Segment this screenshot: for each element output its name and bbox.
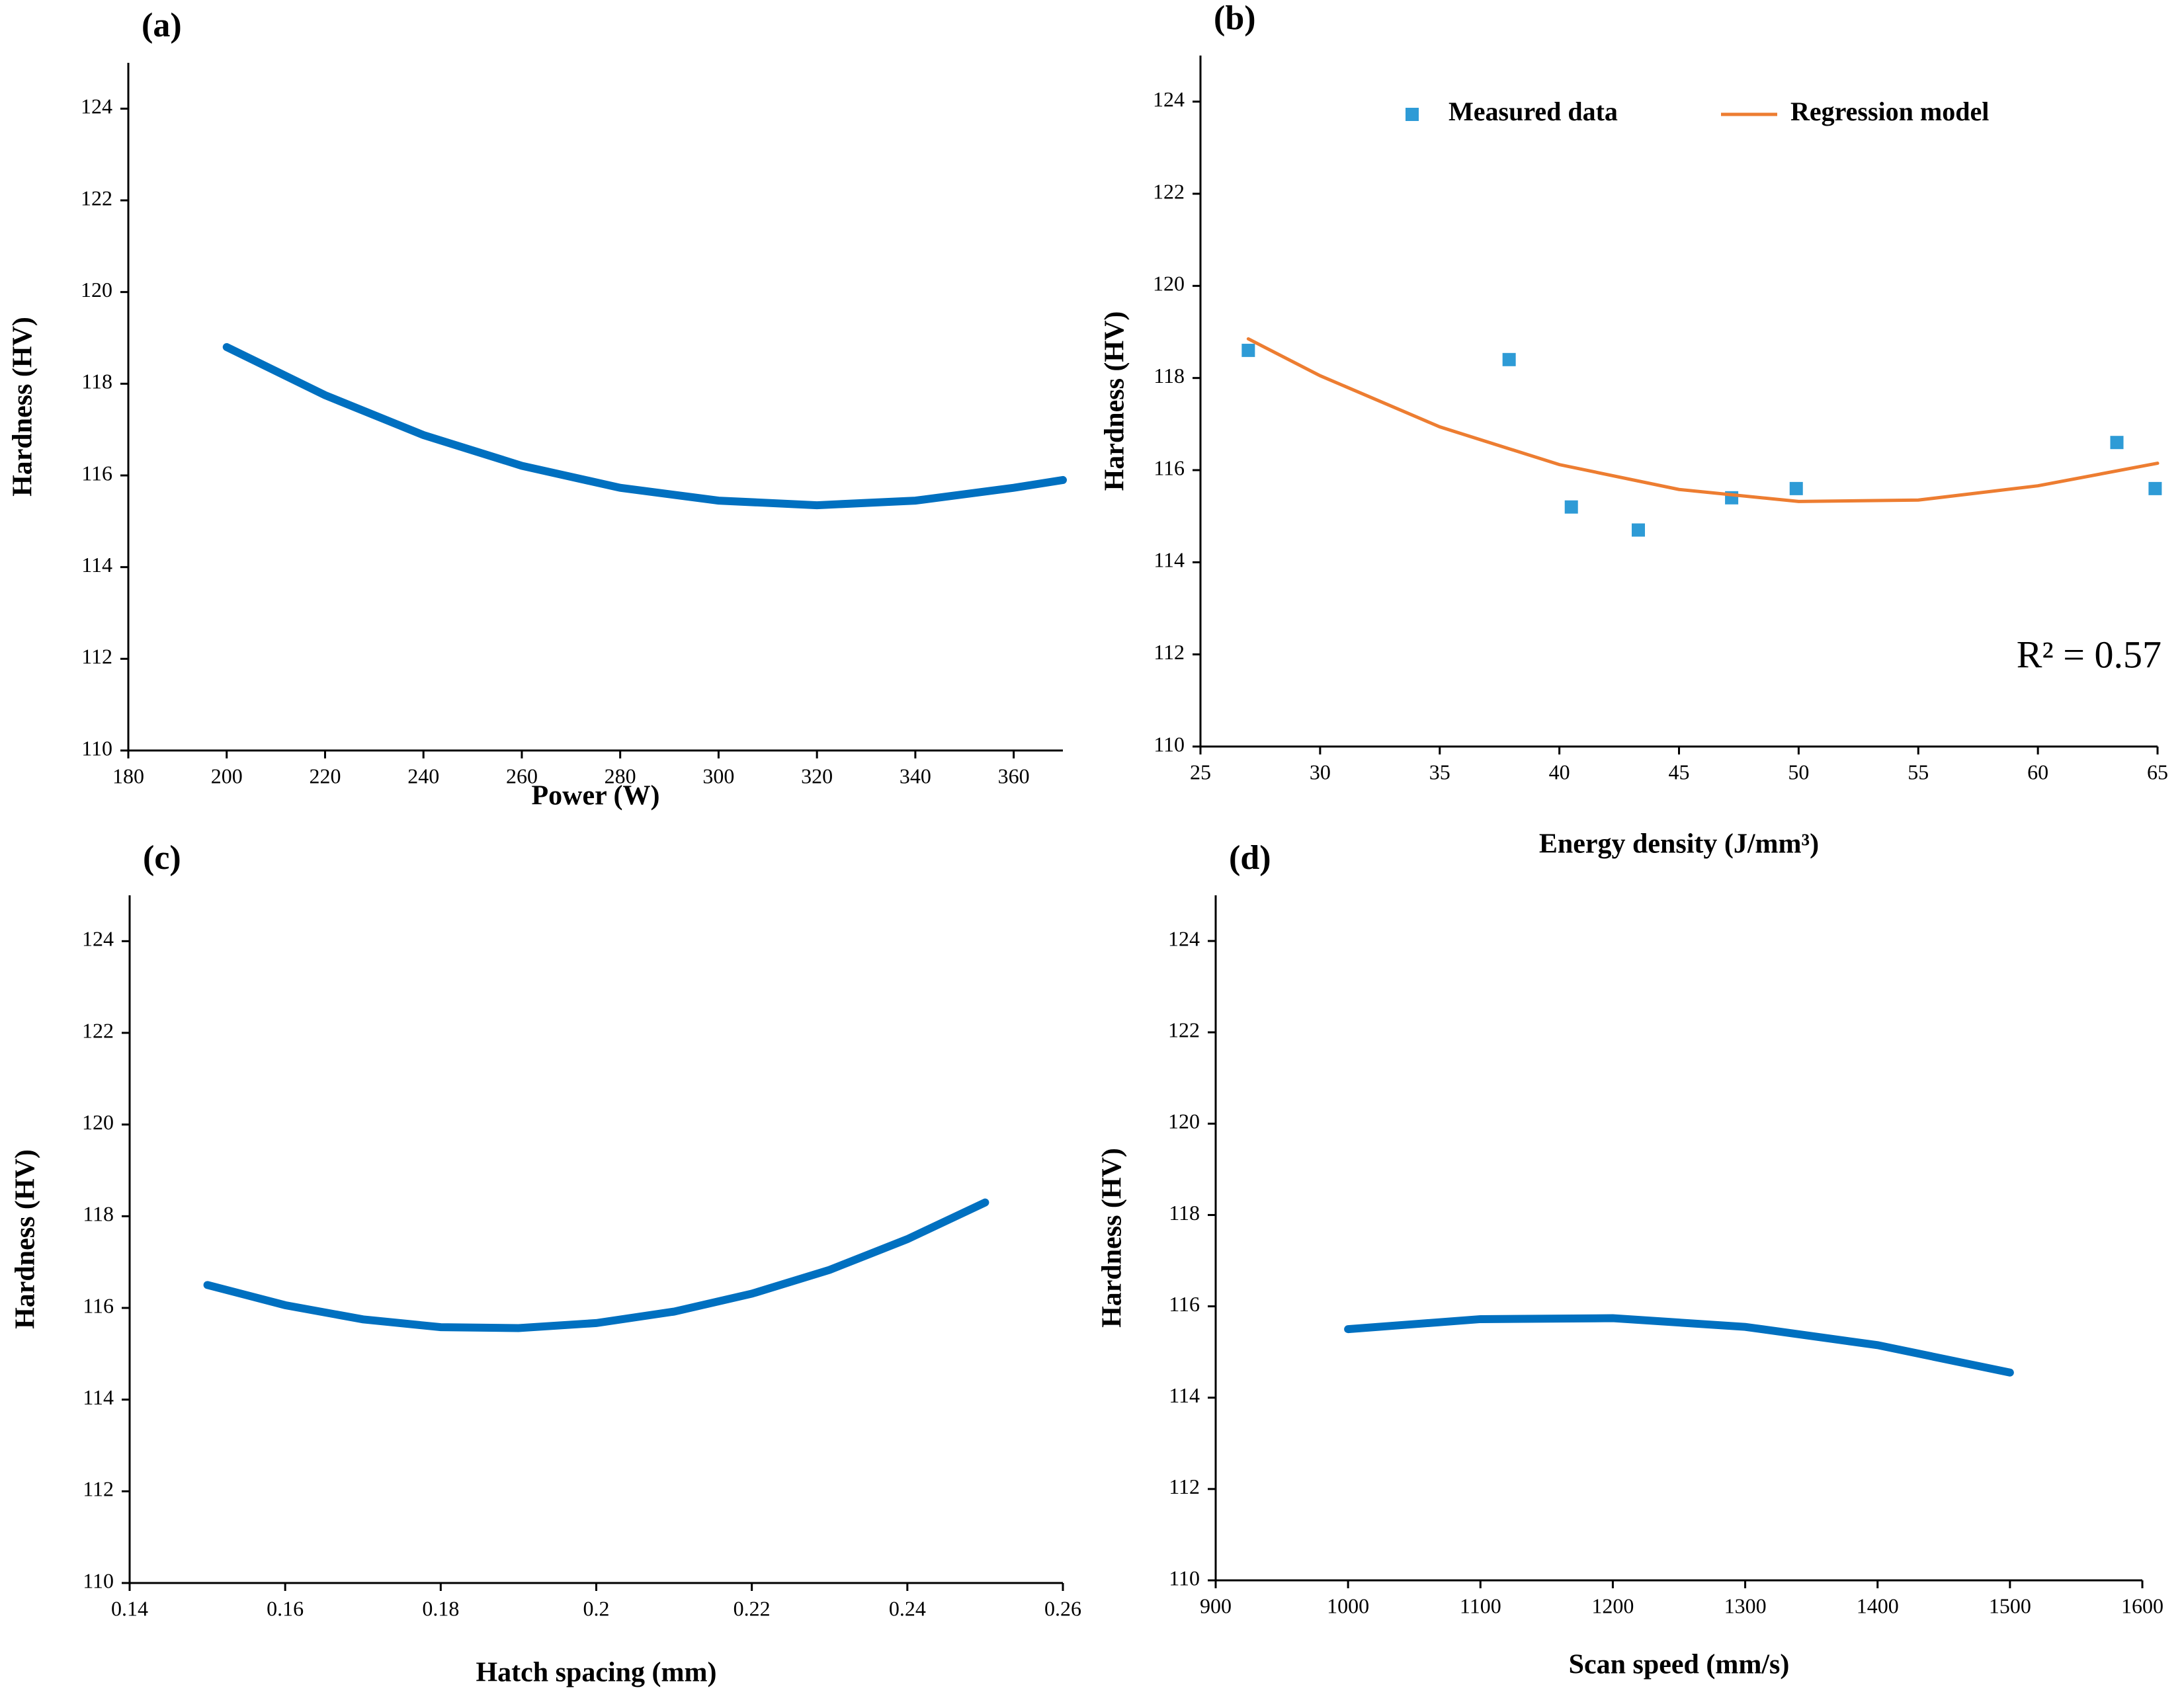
y-tick-label: 114 — [81, 553, 112, 577]
y-axis-label: Hardness (HV) — [1097, 1148, 1128, 1328]
x-tick-label: 0.14 — [111, 1596, 148, 1620]
x-tick-label: 0.22 — [734, 1596, 771, 1620]
x-axis-label: Power (W) — [532, 781, 660, 811]
x-tick-label: 280 — [605, 764, 636, 788]
data-point — [2110, 436, 2124, 450]
x-tick-label: 50 — [1788, 760, 1809, 784]
y-tick-label: 118 — [1154, 364, 1185, 387]
x-tick-label: 35 — [1429, 760, 1450, 784]
x-tick-label: 1500 — [1989, 1594, 2031, 1617]
x-tick-label: 320 — [801, 764, 833, 788]
y-tick-label: 120 — [81, 278, 112, 302]
x-tick-label: 180 — [112, 764, 144, 788]
y-tick-label: 120 — [82, 1110, 114, 1134]
data-line — [1246, 337, 2160, 503]
data-point — [2148, 481, 2162, 495]
x-tick-label: 300 — [702, 764, 734, 788]
y-tick-label: 122 — [1153, 179, 1185, 203]
legend-label: Regression model — [1790, 97, 1989, 126]
x-axis-label: Scan speed (mm/s) — [1569, 1650, 1790, 1680]
y-tick-label: 114 — [83, 1385, 114, 1409]
y-tick-label: 116 — [83, 1293, 114, 1317]
x-tick-label: 0.18 — [422, 1596, 459, 1620]
x-tick-label: 0.26 — [1044, 1596, 1081, 1620]
y-tick-label: 110 — [1169, 1566, 1200, 1590]
data-line — [203, 1198, 989, 1332]
panel-label: (d) — [1229, 839, 1271, 877]
data-line — [222, 343, 1067, 510]
y-tick-label: 116 — [1154, 456, 1185, 479]
y-tick-label: 110 — [1154, 732, 1185, 756]
y-tick-label: 120 — [1153, 272, 1185, 296]
y-tick-label: 114 — [1154, 548, 1185, 572]
panel-label: (a) — [142, 7, 182, 44]
y-tick-label: 110 — [83, 1568, 114, 1592]
x-tick-label: 60 — [2027, 760, 2048, 784]
y-tick-label: 112 — [81, 645, 112, 669]
x-tick-label: 0.24 — [889, 1596, 926, 1620]
x-tick-label: 45 — [1669, 760, 1690, 784]
y-tick-label: 124 — [81, 95, 112, 118]
x-tick-label: 360 — [998, 764, 1030, 788]
data-point — [1502, 352, 1516, 366]
x-axis-label: Energy density (J/mm³) — [1539, 829, 1819, 860]
x-tick-label: 25 — [1190, 760, 1211, 784]
y-tick-label: 124 — [1168, 926, 1200, 950]
panel-label: (b) — [1214, 0, 1256, 37]
data-point — [1241, 343, 1255, 357]
y-tick-label: 116 — [1169, 1292, 1200, 1316]
x-tick-label: 40 — [1549, 760, 1570, 784]
x-tick-label: 1100 — [1460, 1594, 1501, 1617]
y-tick-label: 118 — [1169, 1201, 1200, 1225]
x-tick-label: 65 — [2147, 760, 2168, 784]
y-tick-label: 120 — [1168, 1110, 1200, 1133]
y-tick-label: 118 — [81, 370, 112, 393]
x-tick-label: 1600 — [2121, 1594, 2163, 1617]
x-tick-label: 260 — [506, 764, 538, 788]
y-tick-label: 122 — [82, 1018, 114, 1042]
data-point — [1632, 523, 1646, 537]
y-tick-label: 112 — [1154, 640, 1185, 664]
x-tick-label: 200 — [211, 764, 243, 788]
y-tick-label: 110 — [81, 736, 112, 760]
x-tick-label: 1000 — [1327, 1594, 1369, 1617]
data-point — [1789, 481, 1803, 495]
x-tick-label: 220 — [309, 764, 341, 788]
x-tick-label: 0.16 — [267, 1596, 304, 1620]
y-tick-label: 112 — [1169, 1475, 1200, 1498]
y-tick-label: 114 — [1169, 1383, 1200, 1407]
y-tick-label: 124 — [82, 927, 114, 951]
data-point — [1564, 500, 1578, 514]
x-tick-label: 30 — [1310, 760, 1331, 784]
data-line — [1344, 1314, 2014, 1377]
x-tick-label: 1300 — [1724, 1594, 1767, 1617]
x-tick-label: 0.2 — [583, 1596, 610, 1620]
y-axis-label: Hardness (HV) — [11, 1149, 41, 1329]
x-tick-label: 900 — [1200, 1594, 1232, 1617]
x-tick-label: 55 — [1908, 760, 1929, 784]
x-tick-label: 340 — [900, 764, 931, 788]
y-tick-label: 122 — [1168, 1018, 1200, 1042]
y-tick-label: 124 — [1153, 87, 1185, 111]
annotation: R² = 0.57 — [2017, 633, 2162, 676]
y-axis-label: Hardness (HV) — [8, 317, 38, 497]
y-tick-label: 112 — [83, 1477, 114, 1501]
y-axis-label: Hardness (HV) — [1100, 311, 1130, 491]
x-tick-label: 1400 — [1857, 1594, 1899, 1617]
panel-label: (c) — [143, 839, 181, 877]
legend-label: Measured data — [1449, 97, 1618, 126]
y-tick-label: 116 — [81, 461, 112, 485]
y-tick-label: 118 — [83, 1202, 114, 1226]
x-tick-label: 1200 — [1591, 1594, 1634, 1617]
x-axis-label: Hatch spacing (mm) — [476, 1658, 717, 1688]
y-tick-label: 122 — [81, 186, 112, 210]
legend-marker — [1406, 108, 1419, 121]
x-tick-label: 240 — [407, 764, 439, 788]
